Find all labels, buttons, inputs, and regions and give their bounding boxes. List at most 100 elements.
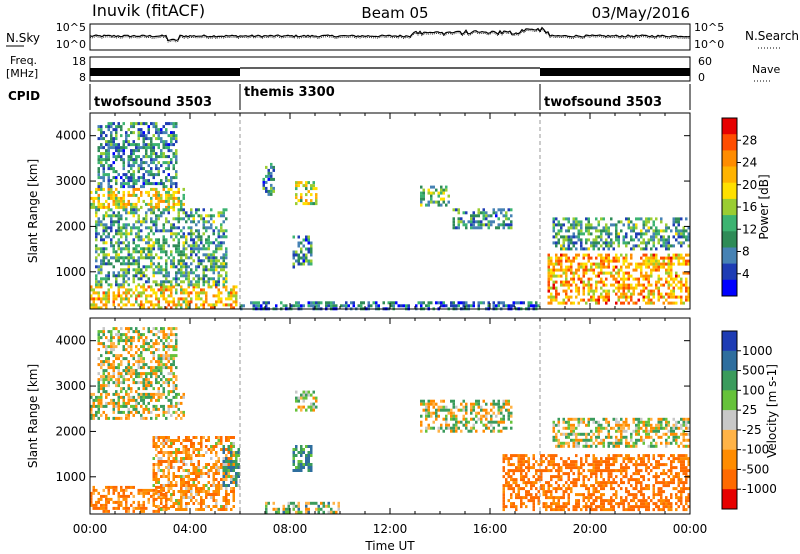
heat-cell [122, 182, 125, 186]
heat-cell [680, 301, 683, 305]
heat-cell [287, 507, 290, 511]
heat-cell [165, 306, 168, 310]
heat-cell [107, 149, 110, 153]
heat-cell [142, 366, 145, 370]
heat-cell [295, 253, 298, 257]
heat-cell [202, 280, 205, 284]
heat-cell [215, 285, 218, 289]
heat-cell [575, 460, 578, 464]
heat-cell [115, 366, 118, 370]
heat-cell [240, 304, 243, 308]
heat-cell [107, 208, 110, 212]
heat-cell [212, 475, 215, 478]
heat-cell [157, 208, 160, 212]
heat-cell [105, 262, 108, 266]
power-heatmap [90, 122, 690, 311]
heat-cell [510, 208, 513, 212]
heat-cell [200, 291, 203, 295]
heat-cell [532, 457, 535, 461]
heat-cell [162, 143, 165, 147]
heat-cell [110, 208, 113, 212]
heat-cell [197, 247, 200, 251]
heat-cell [185, 490, 188, 493]
heat-cell [310, 250, 313, 254]
heat-cell [312, 184, 315, 188]
heat-cell [297, 460, 300, 463]
heat-cell [237, 463, 240, 466]
heat-cell [105, 223, 108, 227]
heat-cell [172, 490, 175, 493]
heat-cell [102, 262, 105, 266]
heat-cell [147, 327, 150, 331]
heat-cell [182, 265, 185, 269]
heat-cell [550, 463, 553, 467]
heat-cell [235, 460, 238, 463]
heat-cell [445, 408, 448, 412]
heat-cell [315, 405, 318, 409]
heat-cell [92, 485, 95, 489]
heat-cell [672, 217, 675, 221]
heat-cell [150, 226, 153, 230]
heat-cell [540, 454, 543, 458]
heat-cell [190, 280, 193, 284]
heat-cell [127, 384, 130, 388]
heat-cell [472, 217, 475, 221]
heat-cell [472, 417, 475, 421]
heat-cell [167, 190, 170, 194]
heat-cell [195, 280, 198, 284]
heat-cell [540, 484, 543, 488]
heat-cell [122, 205, 125, 209]
heat-cell [162, 208, 165, 212]
heat-cell [687, 238, 690, 242]
heat-cell [115, 143, 118, 147]
heat-cell [525, 484, 528, 488]
heat-cell [567, 466, 570, 470]
heat-cell [302, 244, 305, 248]
heat-cell [122, 283, 125, 287]
heat-cell [165, 217, 168, 221]
heat-cell [302, 238, 305, 242]
heat-cell [127, 190, 130, 194]
heat-cell [540, 460, 543, 464]
heat-cell [575, 466, 578, 470]
heat-cell [162, 460, 165, 463]
heat-cell [125, 401, 128, 405]
heat-cell [465, 417, 468, 421]
heat-cell [220, 487, 223, 490]
heat-cell [185, 256, 188, 260]
heat-cell [505, 426, 508, 430]
heat-cell [535, 469, 538, 473]
heat-cell [232, 493, 235, 496]
heat-cell [120, 336, 123, 340]
heat-cell [622, 277, 625, 281]
heat-cell [595, 262, 598, 266]
heat-cell [650, 268, 653, 272]
heat-cell [97, 333, 100, 337]
heat-cell [200, 439, 203, 442]
heat-cell [162, 280, 165, 284]
heat-cell [660, 292, 663, 296]
heat-cell [150, 265, 153, 269]
heat-cell [137, 259, 140, 263]
heat-cell [555, 244, 558, 248]
heat-cell [167, 211, 170, 215]
heat-cell [585, 253, 588, 257]
heat-cell [415, 304, 418, 308]
heat-cell [167, 460, 170, 463]
heat-cell [482, 429, 485, 433]
heat-cell [570, 268, 573, 272]
heat-cell [217, 288, 220, 292]
heat-cell [140, 395, 143, 399]
heat-cell [147, 500, 150, 504]
heat-cell [455, 208, 458, 212]
heat-cell [117, 333, 120, 337]
heat-cell [165, 161, 168, 165]
heat-cell [100, 300, 103, 304]
heat-cell [370, 304, 373, 308]
heat-cell [162, 404, 165, 408]
heat-cell [540, 463, 543, 467]
heat-cell [285, 510, 288, 514]
heat-cell [605, 271, 608, 275]
heat-cell [110, 217, 113, 221]
heat-cell [150, 360, 153, 364]
